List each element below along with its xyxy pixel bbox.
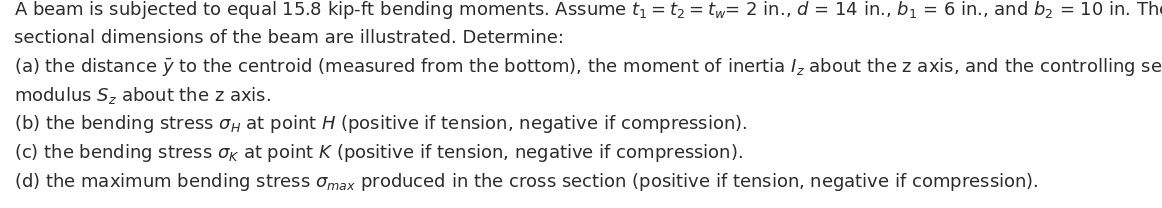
Text: (b) the bending stress $\sigma_H$ at point $H$ (positive if tension, negative if: (b) the bending stress $\sigma_H$ at poi… (14, 113, 747, 135)
Text: (c) the bending stress $\sigma_K$ at point $K$ (positive if tension, negative if: (c) the bending stress $\sigma_K$ at poi… (14, 142, 743, 164)
Text: (a) the distance $\bar{y}$ to the centroid (measured from the bottom), the momen: (a) the distance $\bar{y}$ to the centro… (14, 56, 1162, 78)
Text: A beam is subjected to equal 15.8 kip-ft bending moments. Assume $t_1 = t_2 = t_: A beam is subjected to equal 15.8 kip-ft… (14, 0, 1162, 21)
Text: sectional dimensions of the beam are illustrated. Determine:: sectional dimensions of the beam are ill… (14, 29, 564, 47)
Text: (d) the maximum bending stress $\sigma_{max}$ produced in the cross section (pos: (d) the maximum bending stress $\sigma_{… (14, 171, 1039, 193)
Text: modulus $S_z$ about the z axis.: modulus $S_z$ about the z axis. (14, 85, 271, 106)
